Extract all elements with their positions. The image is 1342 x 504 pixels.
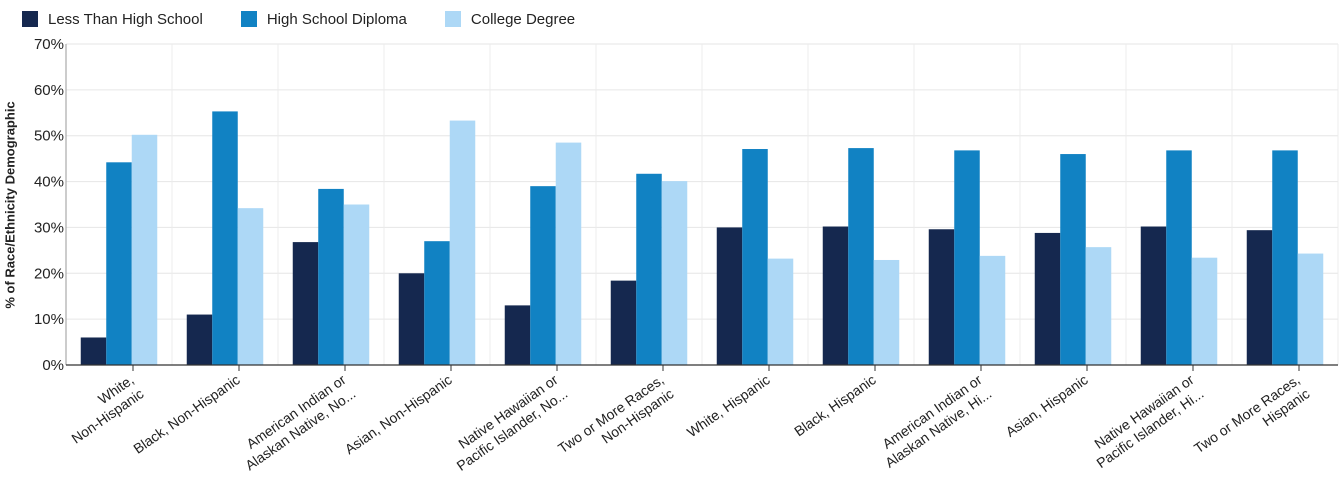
x-tick-label: White, Hispanic [684,371,773,440]
y-tick-label: 10% [34,311,64,328]
bar [1085,247,1112,365]
legend-label: College Degree [470,10,576,28]
x-tick-label: Asian, Hispanic [1002,371,1090,439]
bar [186,314,213,365]
x-tick-label-line: Black, Hispanic [791,371,879,439]
legend-swatch [240,11,257,27]
bar [555,142,582,365]
bar [343,204,370,365]
y-tick-label: 40% [34,174,64,191]
bar [106,162,132,365]
y-tick-label: 60% [34,82,64,99]
bar [822,226,849,365]
legend-item-less-than-high-school[interactable]: Less Than High School [22,11,203,28]
bar [212,111,238,365]
bar [237,208,264,365]
x-tick-label: Asian, Non-Hispanic [342,371,455,457]
bar [1246,230,1273,365]
bar [398,273,425,365]
y-tick-label: 20% [34,265,64,282]
y-tick-label: 70% [34,36,64,53]
bar [873,259,900,365]
x-tick-label: Two or More Races,Non-Hispanic [555,371,677,470]
bar [1166,150,1192,365]
legend-label: Less Than High School [48,10,203,28]
y-tick-label: 0% [42,357,64,374]
bar [80,337,107,365]
x-tick-label: Native Hawaiian orPacific Islander, Hi..… [1084,371,1207,471]
bar [1191,257,1218,365]
bar [954,150,980,365]
x-tick-label-line: Asian, Non-Hispanic [342,371,455,457]
bar [742,149,768,365]
x-tick-label: Black, Hispanic [791,371,879,439]
bar [636,173,662,365]
bar [767,258,794,365]
bar [424,241,450,365]
bar [292,242,319,365]
legend-item-college-degree[interactable]: College Degree [444,10,576,28]
bar [131,134,158,365]
bar [928,229,955,365]
bar [1060,154,1086,365]
bar [1034,232,1061,365]
legend-swatch [22,11,38,27]
bar [1297,253,1324,365]
legend-swatch [444,11,461,27]
bar [318,188,344,365]
x-tick-label: American Indian orAlaskan Native, Hi... [872,371,994,471]
legend-label: High School Diploma [266,10,407,28]
bar [449,120,476,366]
bar [1272,150,1298,365]
x-tick-label: American Indian orAlaskan Native, No... [232,371,358,473]
x-tick-label: Two or More Races,Hispanic [1191,371,1313,470]
bar [979,255,1006,365]
y-tick-label: 50% [34,128,64,145]
x-tick-label-line: Black, Non-Hispanic [130,371,242,456]
bar [1140,226,1167,365]
legend-item-high-school-diploma[interactable]: High School Diploma [240,10,407,28]
bar [610,280,637,365]
x-tick-label: White,Non-Hispanic [59,371,147,446]
x-tick-label: Native Hawaiian orPacific Islander, No..… [444,371,571,474]
bar [716,227,743,365]
x-tick-label-line: White, Hispanic [684,371,773,440]
y-tick-label: 30% [34,219,64,236]
bar [504,305,531,365]
x-tick-label: Black, Non-Hispanic [130,371,242,456]
bar [530,186,556,365]
bar [661,181,688,365]
chart-legend: Less Than High School High School Diplom… [22,8,575,30]
x-tick-label-line: Asian, Hispanic [1002,371,1090,439]
bar [848,148,874,365]
